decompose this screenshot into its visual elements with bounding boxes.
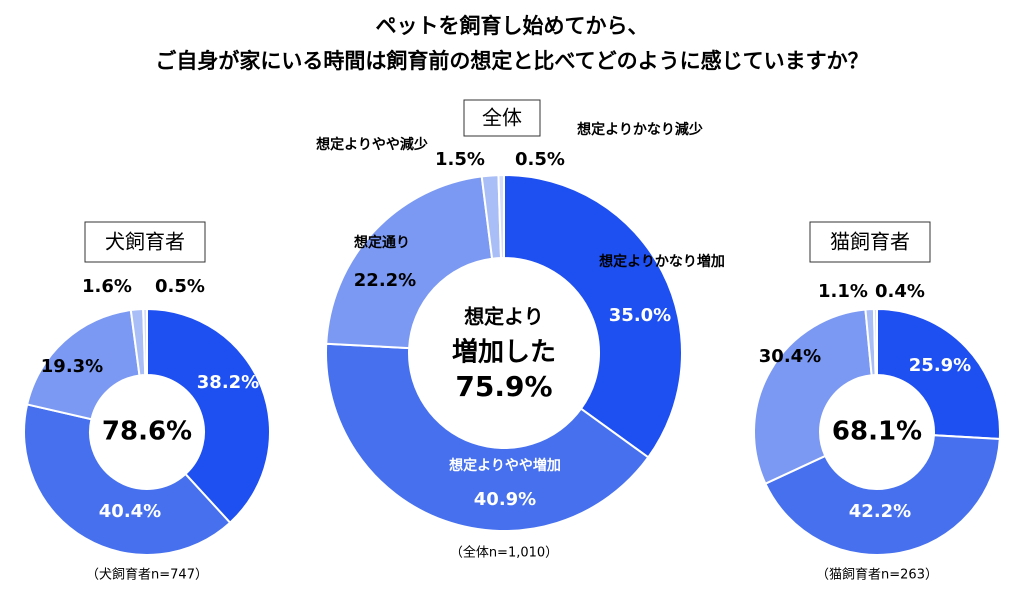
donut-slice [497,173,505,260]
center-text: 増加した [452,338,556,368]
group-title: 全体 [482,106,522,130]
donut-slice [872,307,878,377]
center-total: 75.9% [455,370,552,403]
sample-note: （犬飼育者n=747） [86,567,208,583]
value-label: 1.5% [435,149,485,170]
group-box [463,99,541,137]
value-label: 25.9% [909,355,971,376]
sample-note: （全体n=1,010） [450,545,558,561]
donut-slice [876,307,1001,441]
group-box [84,221,206,263]
value-label: 42.2% [849,501,911,522]
category-label: 想定よりかなり増加 [598,253,725,270]
value-label: 1.6% [82,276,132,297]
title: ペットを飼育し始めてから、 [376,14,649,38]
value-label: 35.0% [609,305,671,326]
category-label: 想定よりやや増加 [448,457,561,474]
value-label: 0.4% [875,281,925,302]
value-label: 40.4% [99,501,161,522]
value-label: 1.1% [818,281,868,302]
value-label: 22.2% [354,270,416,291]
category-label: 想定よりやや減少 [315,136,428,153]
value-label: 38.2% [197,372,259,393]
donut-slice [753,308,873,485]
center-total: 68.1% [832,417,922,447]
category-label: 想定よりかなり減少 [576,121,703,138]
donut-slice [23,403,232,556]
value-label: 0.5% [515,149,565,170]
category-label: 想定通り [353,234,410,251]
group-box [809,221,931,263]
group-title: 猫飼育者 [830,230,910,254]
donut-slice [503,173,683,459]
center-total: 78.6% [102,417,192,447]
donut-slice [146,307,271,525]
donut-slice [325,342,650,532]
donut-slice [764,434,1001,556]
donut-slice [325,175,494,350]
value-label: 0.5% [155,276,205,297]
title: ご自身が家にいる時間は飼育前の想定と比べてどのように感じていますか？ [155,49,868,73]
value-label: 19.3% [41,356,103,377]
sample-note: （猫飼育者n=263） [816,567,938,583]
donut-slice [25,308,141,421]
value-label: 40.9% [474,489,536,510]
center-text: 想定より [464,305,544,329]
group-title: 犬飼育者 [105,230,185,254]
donut-slice [142,307,148,377]
value-label: 30.4% [759,346,821,367]
